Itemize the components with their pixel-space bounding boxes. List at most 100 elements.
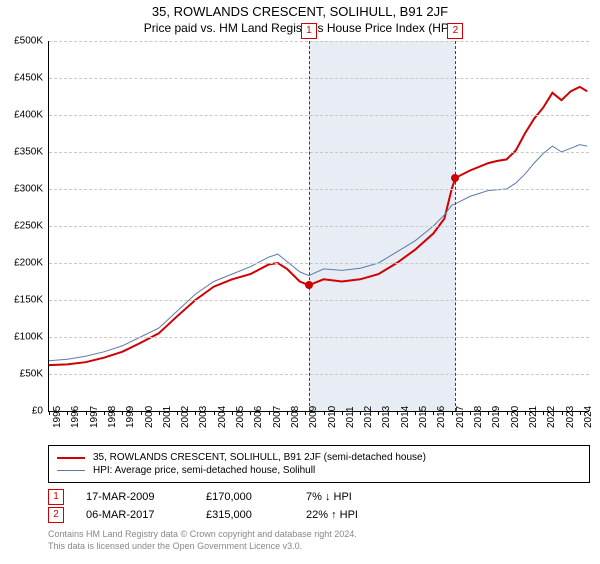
x-tick [433,411,434,415]
y-axis-label: £450K [14,73,43,84]
grid-line [49,263,589,264]
x-axis-label: 2014 [400,406,411,428]
y-axis-label: £500K [14,36,43,47]
x-tick [378,411,379,415]
sales-badge: 2 [48,507,64,523]
footer-attribution: Contains HM Land Registry data © Crown c… [48,529,590,552]
x-axis-label: 1998 [107,406,118,428]
x-axis-label: 2015 [418,406,429,428]
x-tick [488,411,489,415]
sale-date: 06-MAR-2017 [86,509,206,521]
x-axis-label: 2002 [180,406,191,428]
x-tick [415,411,416,415]
x-axis-label: 2010 [327,406,338,428]
x-tick [122,411,123,415]
y-axis-label: £400K [14,110,43,121]
y-axis-label: £300K [14,184,43,195]
grid-line [49,337,589,338]
x-axis-label: 1995 [52,406,63,428]
sales-table: 1 17-MAR-2009£170,0007% ↓ HPI 2 06-MAR-2017… [48,489,590,523]
sales-row: 1 17-MAR-2009£170,0007% ↓ HPI [48,489,590,505]
x-axis-label: 2024 [583,406,594,428]
x-tick [269,411,270,415]
sale-vs-hpi: 22% ↑ HPI [306,509,426,521]
x-axis-label: 2011 [345,406,356,428]
x-tick [195,411,196,415]
x-tick [141,411,142,415]
x-tick [470,411,471,415]
grid-line [49,78,589,79]
grid-line [49,189,589,190]
y-axis-label: £250K [14,221,43,232]
x-tick [525,411,526,415]
series-line [49,145,587,361]
x-tick [543,411,544,415]
x-axis-label: 2016 [436,406,447,428]
x-axis-label: 2021 [528,406,539,428]
sales-badge: 1 [48,489,64,505]
legend-label: HPI: Average price, semi-detached house,… [93,465,315,476]
sale-price: £170,000 [206,491,306,503]
x-axis-label: 2012 [363,406,374,428]
x-tick [397,411,398,415]
x-tick [86,411,87,415]
x-tick [305,411,306,415]
x-axis-label: 2020 [510,406,521,428]
x-axis-label: 2006 [253,406,264,428]
grid-line [49,115,589,116]
x-axis-label: 2023 [565,406,576,428]
footer-line: Contains HM Land Registry data © Crown c… [48,529,590,541]
x-axis-label: 2005 [235,406,246,428]
sale-marker-badge: 2 [447,23,463,39]
x-tick [324,411,325,415]
x-tick [67,411,68,415]
sales-row: 206-MAR-2017£315,00022% ↑ HPI [48,507,590,523]
x-axis-label: 1997 [89,406,100,428]
chart-legend: 35, ROWLANDS CRESCENT, SOLIHULL, B91 2JF… [48,445,590,483]
footer-line: This data is licensed under the Open Gov… [48,541,590,553]
sale-marker-badge: 1 [301,23,317,39]
sale-marker-line [309,41,310,411]
y-axis-label: £200K [14,258,43,269]
x-tick [49,411,50,415]
chart-plot-area: £0£50K£100K£150K£200K£250K£300K£350K£400… [48,41,590,411]
x-axis-label: 2000 [144,406,155,428]
grid-line [49,300,589,301]
x-axis-label: 2007 [272,406,283,428]
chart-container: 35, ROWLANDS CRESCENT, SOLIHULL, B91 2JF… [0,4,600,564]
y-axis-label: £150K [14,295,43,306]
x-tick [360,411,361,415]
x-axis-label: 2019 [491,406,502,428]
y-axis-label: £350K [14,147,43,158]
x-axis-label: 2013 [381,406,392,428]
x-axis-label: 2008 [290,406,301,428]
legend-swatch [57,457,85,459]
y-axis-label: £50K [20,369,43,380]
x-tick [562,411,563,415]
x-tick [342,411,343,415]
y-axis-label: £100K [14,332,43,343]
legend-row: HPI: Average price, semi-detached house,… [57,465,581,476]
legend-row: 35, ROWLANDS CRESCENT, SOLIHULL, B91 2JF… [57,452,581,463]
sale-vs-hpi: 7% ↓ HPI [306,491,426,503]
legend-label: 35, ROWLANDS CRESCENT, SOLIHULL, B91 2JF… [93,452,426,463]
grid-line [49,152,589,153]
sale-date: 17-MAR-2009 [86,491,206,503]
x-axis-label: 1996 [70,406,81,428]
x-axis-label: 2022 [546,406,557,428]
x-tick [104,411,105,415]
chart-title: 35, ROWLANDS CRESCENT, SOLIHULL, B91 2JF [0,4,600,19]
x-tick [159,411,160,415]
grid-line [49,374,589,375]
x-tick [232,411,233,415]
legend-swatch [57,470,85,471]
grid-line [49,226,589,227]
x-tick [452,411,453,415]
x-tick [177,411,178,415]
x-axis-label: 2018 [473,406,484,428]
grid-line [49,41,589,42]
x-tick [507,411,508,415]
sale-dot [451,174,459,182]
x-tick [250,411,251,415]
x-tick [287,411,288,415]
